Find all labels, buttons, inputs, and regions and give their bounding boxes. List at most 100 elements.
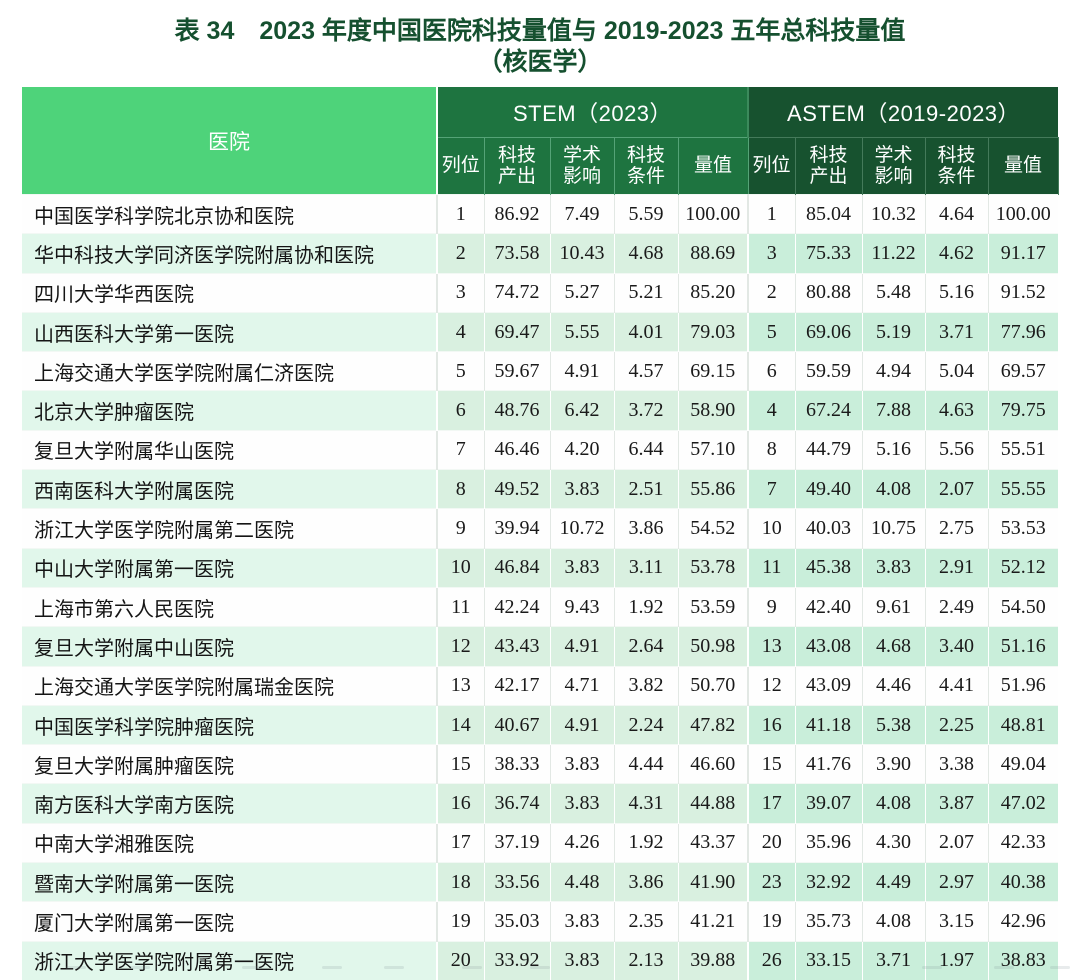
stem-value-cell: 19 bbox=[436, 901, 484, 942]
astem-value-cell: 11 bbox=[747, 548, 796, 588]
astem-value-cell: 13 bbox=[747, 626, 796, 667]
astem-value-cell: 5.16 bbox=[861, 430, 926, 470]
astem-value-cell: 17 bbox=[747, 783, 796, 824]
astem-value-cell: 51.16 bbox=[987, 626, 1059, 667]
astem-impact-header: 学术 影响 bbox=[861, 137, 926, 195]
hospital-name-cell: 浙江大学医学院附属第二医院 bbox=[22, 508, 437, 549]
astem-value-cell: 3.87 bbox=[924, 783, 989, 824]
stem-value-cell: 4.71 bbox=[549, 666, 614, 706]
table-header: 医院 STEM（2023） ASTEM（2019-2023） 列位 科技 产出 学… bbox=[22, 87, 1059, 195]
stem-value-cell: 4.91 bbox=[549, 626, 614, 667]
astem-value-cell: 42.96 bbox=[987, 901, 1059, 942]
stem-value-cell: 3.83 bbox=[549, 901, 614, 942]
stem-value-cell: 40.67 bbox=[483, 705, 550, 745]
astem-value-cell: 45.38 bbox=[794, 548, 863, 588]
astem-value-cell: 7 bbox=[747, 469, 796, 509]
stem-value-cell: 36.74 bbox=[483, 783, 550, 824]
astem-value-cell: 4.08 bbox=[861, 469, 926, 509]
stem-value-cell: 42.17 bbox=[483, 666, 550, 706]
stem-value-cell: 4.68 bbox=[613, 233, 678, 274]
astem-value-cell: 4.08 bbox=[861, 783, 926, 824]
stem-value-cell: 57.10 bbox=[677, 430, 749, 470]
astem-value-cell: 4.94 bbox=[861, 351, 926, 391]
stem-value-cell: 3.83 bbox=[549, 783, 614, 824]
table-row: 北京大学肿瘤医院 6 48.76 6.42 3.72 58.90 4 67.24 7.88 4.6… bbox=[22, 390, 1059, 431]
astem-value-cell: 2.49 bbox=[924, 587, 989, 627]
astem-value-cell: 9.61 bbox=[861, 587, 926, 627]
astem-value-cell: 3 bbox=[747, 233, 796, 274]
hospital-name-cell: 四川大学华西医院 bbox=[22, 273, 437, 313]
astem-value-cell: 2.25 bbox=[924, 705, 989, 745]
stem-value-cell: 69.47 bbox=[483, 312, 550, 352]
stem-group-header: STEM（2023） bbox=[437, 87, 750, 138]
astem-value-cell: 67.24 bbox=[794, 390, 863, 431]
stem-value-cell: 46.84 bbox=[483, 548, 550, 588]
table-title: 表 34 2023 年度中国医院科技量值与 2019-2023 五年总科技量值 … bbox=[0, 0, 1080, 78]
astem-value-cell: 32.92 bbox=[794, 862, 863, 902]
hospital-name-cell: 西南医科大学附属医院 bbox=[22, 469, 437, 509]
astem-value-cell: 38.83 bbox=[987, 941, 1059, 980]
stem-value-cell: 4.48 bbox=[549, 862, 614, 902]
stem-value-cell: 14 bbox=[436, 705, 484, 745]
astem-value-cell: 8 bbox=[747, 430, 796, 470]
astem-value-cell: 91.17 bbox=[987, 233, 1059, 274]
astem-value-cell: 10.32 bbox=[861, 194, 926, 234]
astem-value-cell: 91.52 bbox=[987, 273, 1059, 313]
stem-value-cell: 1.92 bbox=[613, 823, 678, 863]
sub-header-row: 列位 科技 产出 学术 影响 科技 条件 量值 列位 科技 产出 学术 影响 科技 条件 量… bbox=[22, 137, 1059, 195]
astem-value-cell: 52.12 bbox=[987, 548, 1059, 588]
astem-value-cell: 41.18 bbox=[794, 705, 863, 745]
astem-value-cell: 4.63 bbox=[924, 390, 989, 431]
stem-value-cell: 20 bbox=[436, 941, 484, 980]
table-row: 厦门大学附属第一医院 19 35.03 3.83 2.35 41.21 19 35.73 4.0… bbox=[22, 901, 1059, 942]
stem-value-cell: 3.83 bbox=[549, 469, 614, 509]
cutoff-mark bbox=[1050, 966, 1070, 969]
astem-value-cell: 43.09 bbox=[794, 666, 863, 706]
astem-value-cell: 5.56 bbox=[924, 430, 989, 470]
stem-value-cell: 2.51 bbox=[613, 469, 678, 509]
stem-value-cell: 5.59 bbox=[613, 194, 678, 234]
stem-value-cell: 55.86 bbox=[677, 469, 749, 509]
astem-value-cell: 1 bbox=[747, 194, 796, 234]
astem-value-cell: 2.07 bbox=[924, 823, 989, 863]
table-row: 四川大学华西医院 3 74.72 5.27 5.21 85.20 2 80.88 5.48 5.1… bbox=[22, 273, 1059, 313]
astem-value-cell: 69.06 bbox=[794, 312, 863, 352]
stem-value-cell: 5.27 bbox=[549, 273, 614, 313]
table-row: 南方医科大学南方医院 16 36.74 3.83 4.31 44.88 17 39.07 4.0… bbox=[22, 783, 1059, 824]
astem-value-cell: 5.48 bbox=[861, 273, 926, 313]
title-line-1: 表 34 2023 年度中国医院科技量值与 2019-2023 五年总科技量值 bbox=[174, 17, 906, 45]
stem-value-cell: 2.64 bbox=[613, 626, 678, 667]
stem-value-cell: 4 bbox=[436, 312, 484, 352]
astem-value-cell: 4.68 bbox=[861, 626, 926, 667]
stem-value-cell: 41.90 bbox=[677, 862, 749, 902]
astem-value-cell: 3.71 bbox=[861, 941, 926, 980]
astem-value-cell: 35.73 bbox=[794, 901, 863, 942]
hospital-name-cell: 中山大学附属第一医院 bbox=[22, 548, 437, 588]
stem-value-cell: 6 bbox=[436, 390, 484, 431]
stem-value-cell: 9 bbox=[436, 508, 484, 549]
astem-value-cell: 42.40 bbox=[794, 587, 863, 627]
stem-value-cell: 3.72 bbox=[613, 390, 678, 431]
astem-value-cell: 10.75 bbox=[861, 508, 926, 549]
stem-value-cell: 17 bbox=[436, 823, 484, 863]
stem-value-cell: 79.03 bbox=[677, 312, 749, 352]
cutoff-mark bbox=[462, 966, 482, 969]
stem-value-cell: 2.35 bbox=[613, 901, 678, 942]
stem-value-cell: 47.82 bbox=[677, 705, 749, 745]
astem-value-cell: 42.33 bbox=[987, 823, 1059, 863]
stem-value-cell: 2 bbox=[436, 233, 484, 274]
astem-value-cell: 54.50 bbox=[987, 587, 1059, 627]
astem-rank-header: 列位 bbox=[747, 137, 796, 195]
table-row: 上海交通大学医学院附属仁济医院 5 59.67 4.91 4.57 69.15 6 59.59… bbox=[22, 351, 1059, 391]
stem-value-cell: 9.43 bbox=[549, 587, 614, 627]
stem-value-cell: 44.88 bbox=[677, 783, 749, 824]
stem-value-cell: 43.43 bbox=[483, 626, 550, 667]
astem-value-cell: 35.96 bbox=[794, 823, 863, 863]
astem-value-cell: 80.88 bbox=[794, 273, 863, 313]
hospital-name-cell: 厦门大学附属第一医院 bbox=[22, 901, 437, 942]
table-row: 复旦大学附属华山医院 7 46.46 4.20 6.44 57.10 8 44.79 5.16 5… bbox=[22, 430, 1059, 470]
stem-value-cell: 18 bbox=[436, 862, 484, 902]
hospital-name-cell: 华中科技大学同济医学院附属协和医院 bbox=[22, 233, 437, 274]
stem-value-cell: 33.92 bbox=[483, 941, 550, 980]
stem-value-cell: 37.19 bbox=[483, 823, 550, 863]
